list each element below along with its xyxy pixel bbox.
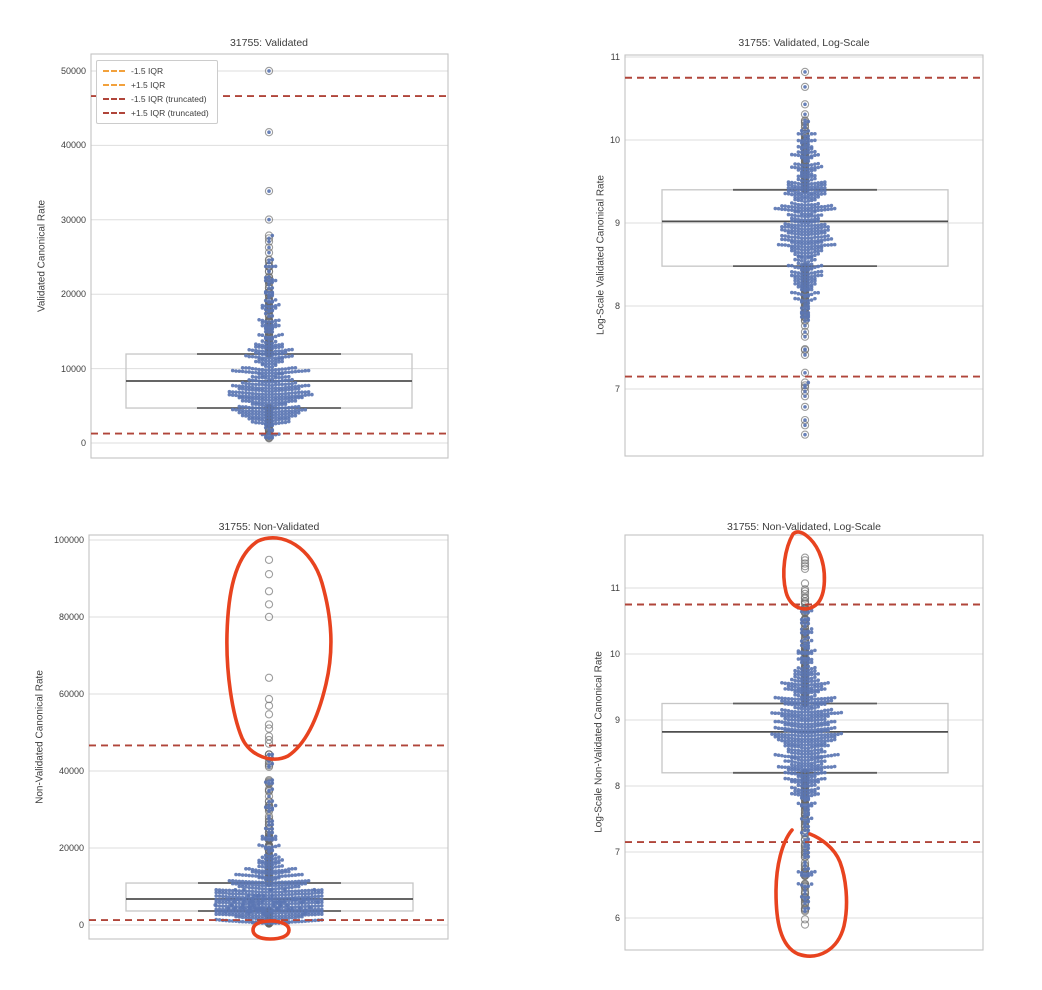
legend-item-label: +1.5 IQR (truncated) [131,108,209,118]
axes-spines [624,54,984,457]
y-tick-label: 11 [610,583,620,593]
y-tick-label: 80000 [58,612,84,622]
annotation-loop-open [774,828,849,958]
legend: -1.5 IQR +1.5 IQR -1.5 IQR (truncated) +… [96,60,218,124]
legend-item-label: +1.5 IQR [131,80,166,90]
plot-nonvalidated-linear [88,534,449,940]
y-tick-label: 50000 [60,66,86,76]
y-tick-label: 10000 [60,363,86,374]
y-tick-label: 60000 [58,689,84,699]
annotation-oval [251,919,291,941]
y-tick-label: 10 [609,135,620,145]
orange-dashed-line-swatch [103,84,125,86]
y-tick-label: 0 [80,438,86,448]
legend-item: -1.5 IQR (truncated) [103,93,209,105]
y-tick-label: 7 [614,384,620,394]
gridlines [89,539,448,926]
y-tick-label: 11 [610,52,620,62]
y-tick-label: 9 [614,715,620,725]
swarm-points [227,69,314,441]
legend-item: +1.5 IQR (truncated) [103,107,209,119]
y-tick-label: 100000 [53,535,84,545]
hand-drawn-annotations [225,530,849,958]
y-tick-label: 30000 [60,214,86,225]
y-tick-label: 8 [614,781,620,791]
y-tick-label: 10 [609,649,620,659]
y-tick-label: 20000 [60,289,86,300]
y-tick-label: 7 [614,847,620,857]
y-axis-label-nonvalidated-log: Log-Scale Non-Validated Canonical Rate [593,651,605,833]
y-tick-label: 0 [78,920,84,930]
red-dashed-line-swatch [103,112,125,114]
plot-validated-log [624,54,984,457]
swarm-points [213,752,324,926]
annotation-loop [225,535,333,761]
plot-title-nonvalidated-linear: 31755: Non-Validated [218,521,320,533]
swarm-points [773,70,837,437]
legend-item: +1.5 IQR [103,79,209,91]
red-dashed-line-swatch [103,98,125,100]
orange-dashed-line-swatch [103,70,125,72]
y-tick-label: 20000 [58,843,84,853]
plot-title-nonvalidated-log: 31755: Non-Validated, Log-Scale [727,521,881,533]
plot-nonvalidated-log [624,534,984,951]
y-tick-label: 8 [614,301,620,311]
swarm-points [770,606,844,914]
y-tick-label: 9 [614,218,620,228]
y-tick-label: 40000 [60,140,86,151]
y-tick-label: 6 [614,913,620,923]
y-tick-label: 40000 [58,766,84,776]
plot-title-validated-linear: 31755: Validated [229,37,309,49]
legend-item: -1.5 IQR [103,65,209,77]
legend-item-label: -1.5 IQR (truncated) [131,94,207,104]
legend-item-label: -1.5 IQR [131,66,164,76]
axes-spines [90,53,449,459]
annotation-teardrop [782,530,827,611]
plot-title-validated-log: 31755: Validated, Log-Scale [738,37,870,49]
